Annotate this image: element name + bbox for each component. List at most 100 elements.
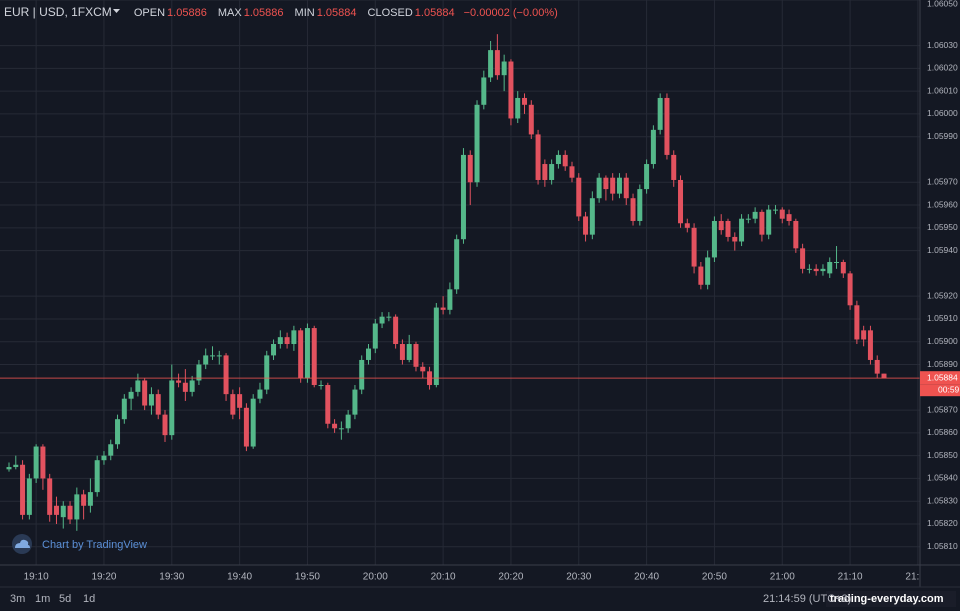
y-tick-label: 1.05990 xyxy=(927,131,958,141)
symbol-dropdown[interactable] xyxy=(112,9,120,14)
range-button[interactable]: 1d xyxy=(83,593,96,605)
y-tick-label: 1.05900 xyxy=(927,336,958,346)
y-tick-label: 1.05840 xyxy=(927,473,958,483)
y-tick-label: 1.05890 xyxy=(927,359,958,369)
candle-body xyxy=(399,344,405,360)
candle-body xyxy=(535,134,541,180)
last-price-label: 1.05884 xyxy=(927,372,958,382)
candle-body xyxy=(854,305,860,340)
y-tick-label: 1.05830 xyxy=(927,495,958,505)
candle-body xyxy=(332,423,338,429)
candle-body xyxy=(81,494,87,506)
candle-body xyxy=(338,428,344,430)
candle-body xyxy=(406,344,412,360)
candle-body xyxy=(386,316,392,318)
candle-body xyxy=(644,164,650,190)
candle-body xyxy=(610,177,616,194)
candle-body xyxy=(664,97,670,155)
candle-body xyxy=(189,380,195,392)
candle-body xyxy=(779,209,785,219)
candle-body xyxy=(420,366,426,372)
high-value: 1.05886 xyxy=(243,7,284,19)
candle-body xyxy=(223,355,229,395)
candle-body xyxy=(53,505,59,515)
candle-body xyxy=(33,446,39,479)
candle-body xyxy=(176,380,182,383)
x-tick-label: 20:00 xyxy=(363,572,388,583)
candle-body xyxy=(616,177,622,194)
candle-body xyxy=(861,330,867,340)
attribution-text: Chart by TradingView xyxy=(42,539,147,551)
candle-body xyxy=(515,97,521,119)
candle-body xyxy=(372,323,378,349)
candle-body xyxy=(148,394,154,406)
candle-body xyxy=(460,154,466,240)
candle-body xyxy=(20,464,26,515)
candle-body xyxy=(67,505,73,520)
candle-body xyxy=(237,394,243,408)
range-button[interactable]: 5d xyxy=(59,593,72,605)
candle-body xyxy=(671,154,677,180)
candle-body xyxy=(576,177,582,217)
candle-body xyxy=(501,61,507,76)
x-tick-label: 21:00 xyxy=(770,572,795,583)
y-tick-label: 1.05810 xyxy=(927,541,958,551)
price-axis: 1.06050 1.06030 1.06020 1.06010 1.06000 1.059… xyxy=(920,0,960,551)
candle-body xyxy=(6,467,12,470)
candle-body xyxy=(359,359,365,390)
candle-body xyxy=(766,209,772,235)
toolbar: 3m 1m 5d 1d 21:14:59 (UTC+3) xyxy=(0,588,960,611)
candle-body xyxy=(772,209,778,211)
candle-body xyxy=(271,344,277,356)
candle-body xyxy=(732,236,738,242)
candle-body xyxy=(528,104,534,135)
candle-body xyxy=(691,227,697,267)
x-tick-label: 19:40 xyxy=(227,572,252,583)
close-label: CLOSED xyxy=(367,7,413,19)
candle-body xyxy=(454,239,460,290)
clock[interactable]: 21:14:59 (UTC+3) xyxy=(763,593,852,605)
y-tick-label: 1.05960 xyxy=(927,199,958,209)
candle-body xyxy=(589,198,595,235)
candle-body xyxy=(698,266,704,285)
symbol[interactable]: EUR | USD, 1FXCM xyxy=(4,5,112,19)
candle-body xyxy=(474,104,480,183)
range-button[interactable]: 3m xyxy=(10,593,26,605)
low-label: MIN xyxy=(294,7,315,19)
open-value: 1.05886 xyxy=(167,7,207,19)
candle-body xyxy=(874,359,880,374)
candle-body xyxy=(216,355,222,357)
high-label: MAX xyxy=(217,7,242,19)
candle-body xyxy=(352,389,358,415)
candle-body xyxy=(135,380,141,392)
x-tick-label: 19:50 xyxy=(295,572,320,583)
candle-body xyxy=(867,330,873,360)
candle-body xyxy=(304,328,310,379)
last-price-box xyxy=(920,371,960,385)
candle-body xyxy=(74,494,80,520)
open-label: OPEN xyxy=(133,7,166,19)
ohlc-header: EUR | USD, 1FXCM OPEN 1.05886 MAX 1.05886 … xyxy=(4,5,558,19)
candle-body xyxy=(162,414,168,436)
y-tick-label: 1.06000 xyxy=(927,108,958,118)
watermark: trading-everyday.com xyxy=(830,593,944,605)
candle-body xyxy=(13,464,19,468)
y-tick-label: 1.05870 xyxy=(927,404,958,414)
attribution[interactable]: Chart by TradingView xyxy=(12,534,147,554)
x-tick-label: 19:30 xyxy=(159,572,184,583)
range-button[interactable]: 1m xyxy=(35,593,51,605)
candle-body xyxy=(603,177,609,190)
candle-body xyxy=(678,179,684,224)
axes: 19:10 19:20 19:30 19:40 19:50 20:00 20:10 20:20… xyxy=(24,572,920,583)
candle-body xyxy=(793,220,799,249)
candle-body xyxy=(562,154,568,167)
candle-body xyxy=(101,455,107,461)
candle-body xyxy=(847,273,853,306)
candle-body xyxy=(806,268,812,270)
candle-body xyxy=(481,77,487,105)
candle-body xyxy=(318,385,324,387)
candle-body xyxy=(155,394,161,415)
candle-body xyxy=(291,330,297,345)
